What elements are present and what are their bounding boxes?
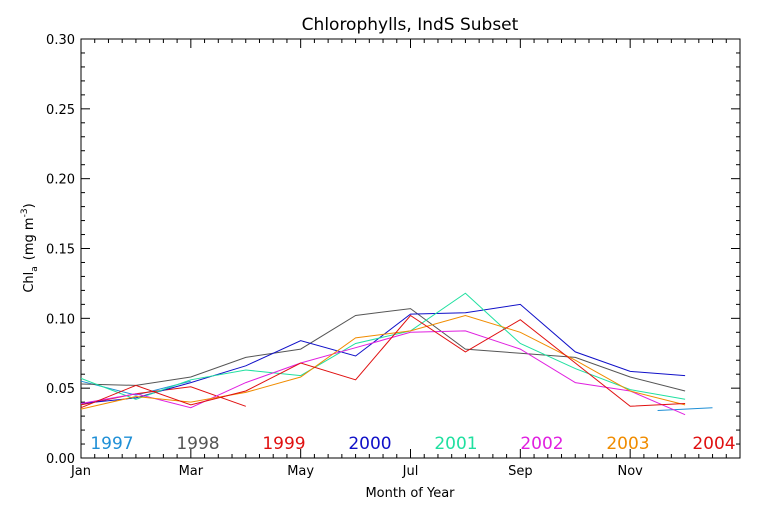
series-line-2001: [80, 292, 686, 400]
x-tick-label: Sep: [508, 464, 533, 479]
y-tick-label: 0.15: [46, 243, 75, 258]
x-tick-labels: Jan Mar May Jul Sep Nov: [70, 464, 643, 479]
y-tick-label: 0.30: [46, 33, 75, 48]
legend-entry-1997: 1997: [90, 434, 133, 454]
plot-frame: [80, 38, 741, 459]
legend: 1997 1998 1999 2000 2001 2002 2003 2004: [90, 434, 735, 454]
series-line-2004: [80, 314, 686, 409]
legend-entry-2002: 2002: [520, 434, 563, 454]
x-tick-label: Nov: [617, 464, 643, 479]
y-axis-label-sub: a: [30, 266, 40, 272]
legend-entry-2001: 2001: [434, 434, 477, 454]
x-axis-label: Month of Year: [365, 486, 455, 501]
y-axis-label-main: Chl: [22, 272, 37, 293]
y-tick-label: 0.10: [46, 312, 75, 327]
axis-ticks: [80, 38, 741, 459]
y-tick-label: 0.25: [46, 103, 75, 118]
x-tick-label: Jan: [70, 464, 91, 479]
legend-entry-2003: 2003: [606, 434, 649, 454]
x-tick-label: May: [287, 464, 314, 479]
y-axis-label-close: ): [22, 203, 37, 208]
y-tick-label: 0.20: [46, 173, 75, 188]
legend-entry-1998: 1998: [176, 434, 219, 454]
legend-entry-1999: 1999: [262, 434, 305, 454]
y-tick-label: 0.00: [46, 452, 75, 467]
series-lines: [80, 292, 713, 416]
y-tick-label: 0.05: [46, 382, 75, 397]
chart-title: Chlorophylls, IndS Subset: [302, 15, 519, 35]
series-line-2000: [80, 303, 686, 404]
y-axis-label-sup: -3: [20, 208, 30, 217]
x-tick-label: Jul: [402, 464, 419, 479]
series-line-2002: [80, 330, 686, 416]
legend-entry-2000: 2000: [348, 434, 391, 454]
y-axis-label-unit: (mg m: [22, 217, 37, 260]
y-tick-labels: 0.00 0.05 0.10 0.15 0.20 0.25 0.30: [46, 33, 75, 467]
series-line-2003: [80, 314, 686, 410]
x-tick-label: Mar: [179, 464, 204, 479]
y-axis-label: Chla (mg m-3): [20, 203, 40, 292]
legend-entry-2004: 2004: [692, 434, 735, 454]
series-line-1998: [80, 308, 686, 392]
